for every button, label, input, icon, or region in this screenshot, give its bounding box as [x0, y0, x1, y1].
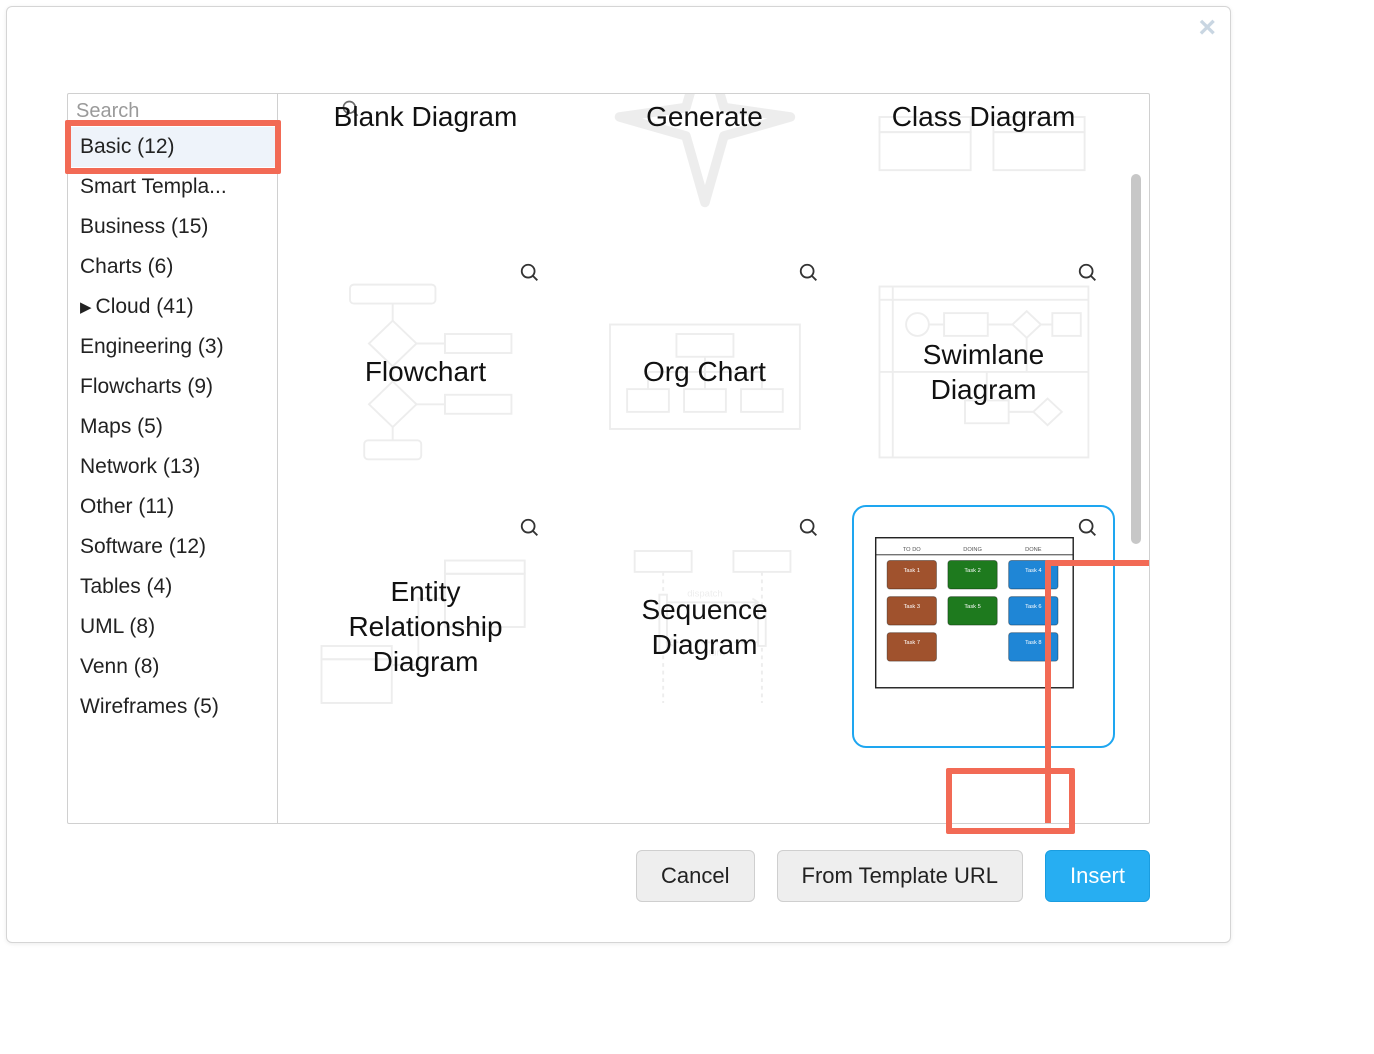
cancel-button[interactable]: Cancel [636, 850, 754, 902]
svg-text:Task 2: Task 2 [964, 567, 980, 573]
close-icon[interactable]: × [1198, 13, 1216, 43]
magnify-icon[interactable] [798, 517, 820, 539]
svg-text:return: return [700, 647, 725, 658]
template-blank[interactable]: Blank Diagram [294, 94, 557, 238]
magnify-icon[interactable] [798, 262, 820, 284]
magnify-icon[interactable] [519, 262, 541, 284]
svg-text:Task 3: Task 3 [903, 604, 919, 610]
svg-text:Task 4: Task 4 [1025, 567, 1041, 573]
template-flow[interactable]: Flowchart [294, 250, 557, 493]
magnify-icon[interactable] [1077, 262, 1099, 284]
grid-scrollbar-thumb[interactable] [1131, 174, 1141, 544]
template-swim[interactable]: Swimlane Diagram [852, 250, 1115, 493]
template-org[interactable]: Org Chart [573, 250, 836, 493]
sidebar-item-smart[interactable]: Smart Templa... [68, 167, 277, 207]
template-generate[interactable]: Generate [573, 94, 836, 238]
svg-text:Task 1: Task 1 [903, 567, 919, 573]
sidebar-item-flowcharts[interactable]: Flowcharts (9) [68, 367, 277, 407]
template-grid: Blank DiagramGenerate Class Diagram Flow… [278, 94, 1149, 823]
template-erd[interactable]: Entity Relationship Diagram [294, 505, 557, 748]
template-seq[interactable]: dispatch returnSequence Diagram [573, 505, 836, 748]
sidebar-item-wireframes[interactable]: Wireframes (5) [68, 687, 277, 727]
svg-text:Task 6: Task 6 [1025, 604, 1041, 610]
category-list[interactable]: Basic (12)Smart Templa...Business (15)Ch… [68, 127, 277, 823]
template-class[interactable]: Class Diagram [852, 94, 1115, 238]
sidebar-item-engineering[interactable]: Engineering (3) [68, 327, 277, 367]
sidebar-item-uml[interactable]: UML (8) [68, 607, 277, 647]
svg-text:Task 5: Task 5 [964, 604, 980, 610]
insert-button[interactable]: Insert [1045, 850, 1150, 902]
sidebar-item-tables[interactable]: Tables (4) [68, 567, 277, 607]
search-row [68, 94, 277, 127]
svg-text:dispatch: dispatch [687, 588, 722, 599]
magnify-icon[interactable] [519, 517, 541, 539]
svg-text:Task 8: Task 8 [1025, 640, 1041, 646]
from-template-url-button[interactable]: From Template URL [777, 850, 1023, 902]
sidebar: Basic (12)Smart Templa...Business (15)Ch… [68, 94, 278, 823]
sidebar-item-business[interactable]: Business (15) [68, 207, 277, 247]
sidebar-item-network[interactable]: Network (13) [68, 447, 277, 487]
grid-scrollbar[interactable] [1129, 174, 1143, 703]
template-title: Blank Diagram [296, 94, 555, 236]
sidebar-item-software[interactable]: Software (12) [68, 527, 277, 567]
template-picker-dialog: × Basic (12)Smart Templa...Business (15)… [6, 6, 1231, 943]
svg-text:TO DO: TO DO [902, 547, 920, 553]
template-kanban[interactable]: TO DO DOING DONE Task 1 Task 2 Task 4 Task 3 Ta… [852, 505, 1115, 748]
sidebar-item-cloud[interactable]: ▶Cloud (41) [68, 287, 277, 327]
panel: Basic (12)Smart Templa...Business (15)Ch… [67, 93, 1150, 824]
sidebar-item-maps[interactable]: Maps (5) [68, 407, 277, 447]
magnify-icon[interactable] [1077, 517, 1099, 539]
dialog-footer: Cancel From Template URL Insert [636, 850, 1150, 902]
svg-text:DONE: DONE [1025, 547, 1042, 553]
svg-text:DOING: DOING [963, 547, 982, 553]
sidebar-item-other[interactable]: Other (11) [68, 487, 277, 527]
sidebar-item-charts[interactable]: Charts (6) [68, 247, 277, 287]
sidebar-item-basic[interactable]: Basic (12) [68, 127, 277, 167]
sidebar-item-venn[interactable]: Venn (8) [68, 647, 277, 687]
svg-text:Task 7: Task 7 [903, 640, 919, 646]
